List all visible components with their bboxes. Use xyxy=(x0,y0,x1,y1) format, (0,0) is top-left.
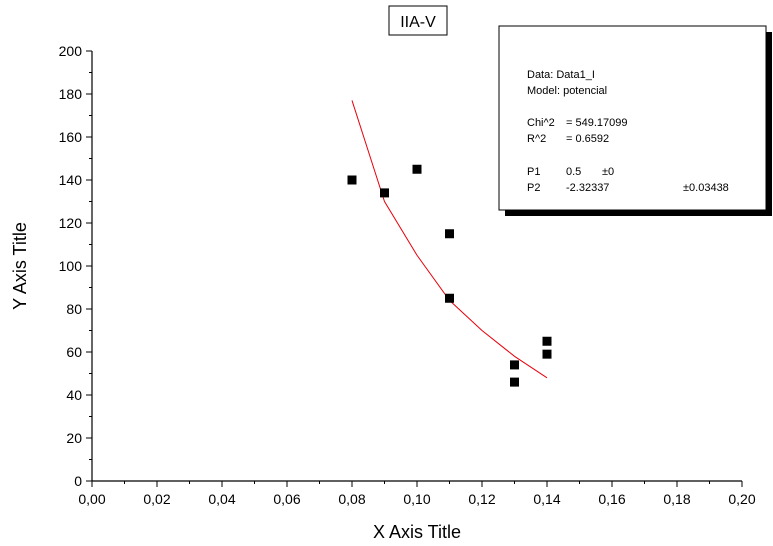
y-tick-label: 200 xyxy=(59,43,83,59)
y-tick-label: 60 xyxy=(66,344,82,360)
stats-r2-label: R^2 xyxy=(527,133,546,145)
x-tick-label: 0,16 xyxy=(598,491,625,507)
y-axis-title: Y Axis Title xyxy=(10,222,30,310)
x-tick-label: 0,10 xyxy=(403,491,430,507)
y-tick-label: 180 xyxy=(59,86,83,102)
stats-p2-error: ±0.03438 xyxy=(683,182,729,194)
y-tick-label: 80 xyxy=(66,301,82,317)
y-tick-label: 40 xyxy=(66,387,82,403)
stats-p1-value: 0.5 xyxy=(566,166,581,178)
x-tick-label: 0,00 xyxy=(78,491,105,507)
x-tick-label: 0,20 xyxy=(728,491,755,507)
stats-p1-error: ±0 xyxy=(602,166,614,178)
y-tick-label: 140 xyxy=(59,172,83,188)
x-tick-label: 0,14 xyxy=(533,491,560,507)
data-point xyxy=(445,229,454,239)
data-point xyxy=(542,349,552,359)
data-points xyxy=(347,164,552,387)
data-point xyxy=(347,175,357,185)
stats-box: Data: Data1_I Model: potencial Chi^2 = 5… xyxy=(498,25,772,216)
data-point xyxy=(445,293,454,303)
stats-p1-label: P1 xyxy=(527,166,540,178)
chart-title: IIA-V xyxy=(400,14,436,31)
stats-box-frame xyxy=(498,25,767,211)
x-tick-label: 0,18 xyxy=(663,491,690,507)
stats-chi2-value: = 549.17099 xyxy=(566,117,627,129)
axis-ticks xyxy=(86,50,743,487)
y-tick-label: 20 xyxy=(66,430,82,446)
stats-model-label: Model: potencial xyxy=(527,85,607,97)
x-tick-label: 0,04 xyxy=(208,491,235,507)
stats-p2-label: P2 xyxy=(527,182,540,194)
stats-p2-value: -2.32337 xyxy=(566,182,609,194)
data-point xyxy=(510,360,519,370)
y-tick-label: 0 xyxy=(74,473,82,489)
data-point xyxy=(542,336,552,346)
x-axis-title: X Axis Title xyxy=(373,522,461,542)
x-tick-label: 0,02 xyxy=(143,491,170,507)
data-point xyxy=(380,188,389,198)
x-tick-label: 0,06 xyxy=(273,491,300,507)
y-tick-label: 160 xyxy=(59,129,83,145)
axis-tick-labels: 0,00 0,02 0,04 0,06 0,08 0,10 0,12 0,14 0,16 0,18… xyxy=(59,43,756,507)
x-tick-label: 0,12 xyxy=(468,491,495,507)
chart-title-box xyxy=(388,5,448,36)
data-point xyxy=(412,164,422,174)
stats-r2-value: = 0.6592 xyxy=(566,133,609,145)
y-tick-label: 100 xyxy=(59,258,83,274)
stats-data-label: Data: Data1_I xyxy=(527,69,595,81)
x-tick-label: 0,08 xyxy=(338,491,365,507)
stats-chi2-label: Chi^2 xyxy=(527,117,555,129)
data-point xyxy=(510,377,519,387)
y-tick-label: 120 xyxy=(59,215,83,231)
